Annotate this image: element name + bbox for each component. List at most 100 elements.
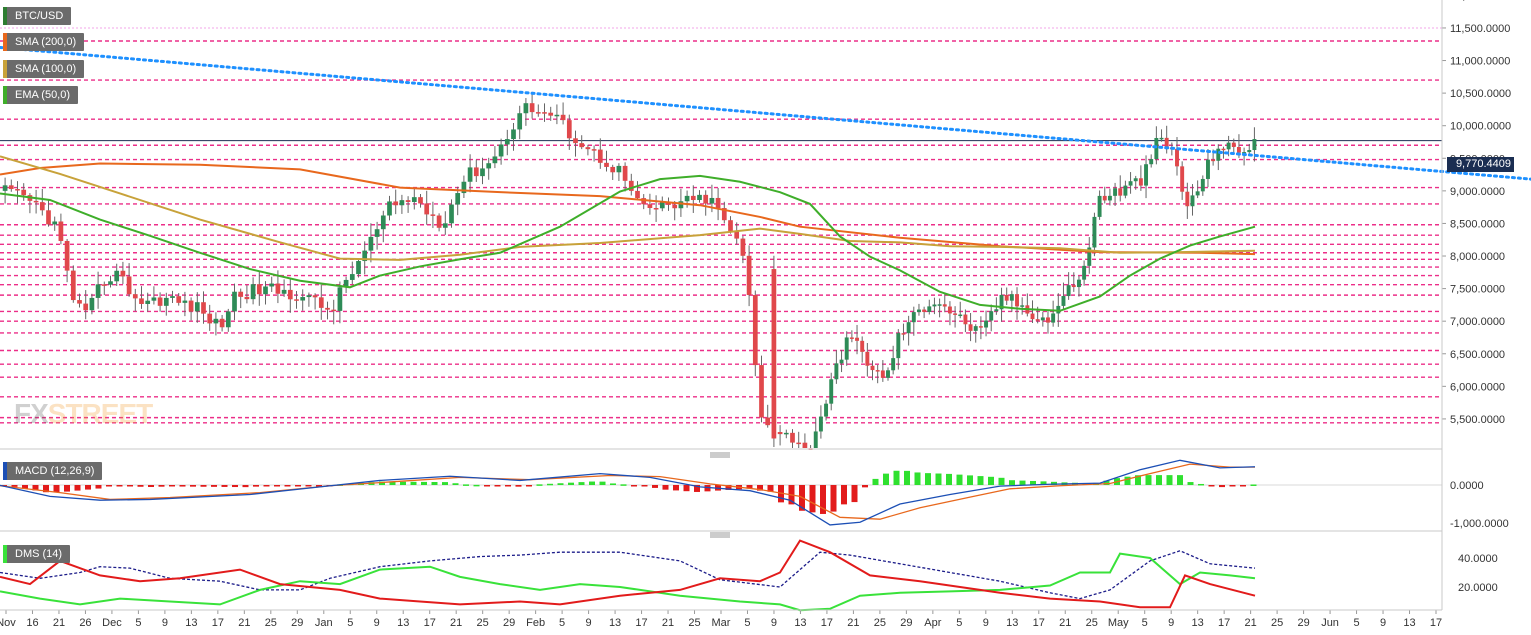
- legend-sma100[interactable]: SMA (100,0): [3, 60, 85, 78]
- macd-histogram-bar: [137, 485, 144, 487]
- candle-body: [58, 221, 64, 241]
- candle-body: [449, 204, 454, 224]
- candle-body: [306, 295, 312, 298]
- date-tick-label: 21: [53, 617, 65, 629]
- candle-body: [399, 200, 405, 206]
- candle-body: [225, 311, 231, 328]
- date-tick-label: 5: [1142, 617, 1148, 629]
- candle-body: [39, 202, 45, 211]
- legend-macd[interactable]: MACD (12,26,9): [3, 462, 103, 480]
- candle-body: [1035, 319, 1040, 321]
- candle-body: [560, 114, 566, 121]
- candle-body: [1030, 313, 1035, 320]
- price-tick-label: 6,500.0000: [1450, 349, 1505, 361]
- candle-body: [1226, 142, 1231, 150]
- macd-histogram-bar: [1229, 485, 1236, 487]
- candle-body: [566, 120, 572, 139]
- price-tick-label: 10,500.0000: [1450, 88, 1511, 100]
- macd-histogram-bar: [232, 485, 238, 488]
- legend-btcusd[interactable]: BTC/USD: [3, 7, 72, 25]
- date-tick-label: 5: [559, 617, 565, 629]
- last-price-tag: 9,770.4409: [1447, 157, 1514, 172]
- date-tick-label: 25: [1086, 617, 1098, 629]
- macd-histogram-bar: [526, 485, 532, 487]
- macd-histogram-bar: [893, 470, 900, 485]
- macd-histogram-bar: [169, 485, 175, 487]
- price-tick-label: 11,000.0000: [1450, 56, 1510, 68]
- candle-body: [194, 302, 200, 312]
- date-tick-label: 13: [1192, 617, 1204, 629]
- legend-ema50[interactable]: EMA (50,0): [3, 86, 79, 104]
- date-tick-label: 26: [79, 617, 91, 629]
- macd-histogram-bar: [956, 474, 963, 485]
- candle-body: [802, 442, 808, 448]
- candle-body: [473, 167, 479, 177]
- candle-body: [325, 307, 330, 310]
- candle-body: [875, 370, 880, 372]
- candle-body: [46, 210, 51, 225]
- candle-body: [865, 351, 870, 366]
- macd-histogram-bar: [211, 485, 217, 487]
- candle-body: [139, 298, 144, 304]
- legend-swatch: [3, 60, 7, 78]
- legend-label: SMA (100,0): [15, 63, 77, 75]
- candle-body: [213, 318, 219, 324]
- macd-histogram-bar: [494, 485, 501, 487]
- date-tick-label: 5: [1353, 617, 1359, 629]
- candle-body: [844, 337, 849, 360]
- macd-histogram-bar: [862, 485, 868, 488]
- candle-body: [8, 185, 14, 190]
- candle-body: [529, 103, 535, 113]
- candle-body: [467, 167, 473, 182]
- candle-body: [984, 320, 989, 328]
- date-tick-label: 25: [477, 617, 489, 629]
- macd-histogram-bar: [1250, 484, 1257, 486]
- candle-body: [1190, 195, 1195, 207]
- candle-body: [616, 165, 622, 173]
- legend-sma200[interactable]: SMA (200,0): [3, 33, 85, 51]
- candle-body: [52, 221, 58, 225]
- candle-body: [947, 306, 952, 314]
- candle-body: [1211, 159, 1216, 162]
- candle-body: [318, 297, 324, 308]
- dms-tick-label: 20.0000: [1458, 582, 1498, 594]
- candle-body: [746, 255, 752, 296]
- candle-body: [1092, 216, 1097, 248]
- macd-histogram-bar: [431, 481, 438, 485]
- macd-tick-label: -1,000.0000: [1450, 518, 1509, 530]
- candle-body: [672, 204, 678, 209]
- candle-body: [95, 284, 101, 298]
- macd-histogram-bar: [935, 473, 942, 485]
- fxstreet-watermark: FXSTREET: [14, 398, 153, 430]
- candle-body: [374, 229, 380, 237]
- candle-body: [263, 286, 268, 295]
- date-tick-label: 17: [1430, 617, 1442, 629]
- date-tick-label: 5: [744, 617, 750, 629]
- date-tick-label: 17: [1218, 617, 1230, 629]
- candle-body: [2, 185, 8, 191]
- legend-dms[interactable]: DMS (14): [3, 545, 71, 563]
- date-tick-label: 21: [847, 617, 859, 629]
- candle-body: [368, 236, 374, 251]
- candle-body: [709, 197, 715, 204]
- macd-histogram-bar: [95, 485, 102, 489]
- macd-histogram-bar: [1019, 480, 1026, 485]
- candle-body: [70, 270, 76, 301]
- candle-body: [294, 299, 299, 301]
- sma-100-0-line: [0, 155, 1256, 261]
- candle-body: [523, 103, 529, 114]
- candle-body: [1113, 188, 1118, 196]
- macd-histogram-bar: [988, 476, 994, 485]
- adx-line: [0, 550, 1256, 600]
- macd-histogram-bar: [872, 478, 879, 485]
- candle-body: [1015, 294, 1019, 307]
- macd-histogram-bar: [1166, 475, 1173, 485]
- dms-panel: 40.0000 20.0000: [0, 539, 1498, 612]
- date-tick-label: 9: [983, 617, 989, 629]
- candle-body: [690, 195, 696, 201]
- macd-histogram-bar: [1030, 480, 1036, 485]
- legend-label: SMA (200,0): [15, 36, 77, 48]
- macd-histogram-bar: [473, 484, 480, 487]
- candle-body: [932, 304, 937, 307]
- candle-body: [728, 220, 733, 231]
